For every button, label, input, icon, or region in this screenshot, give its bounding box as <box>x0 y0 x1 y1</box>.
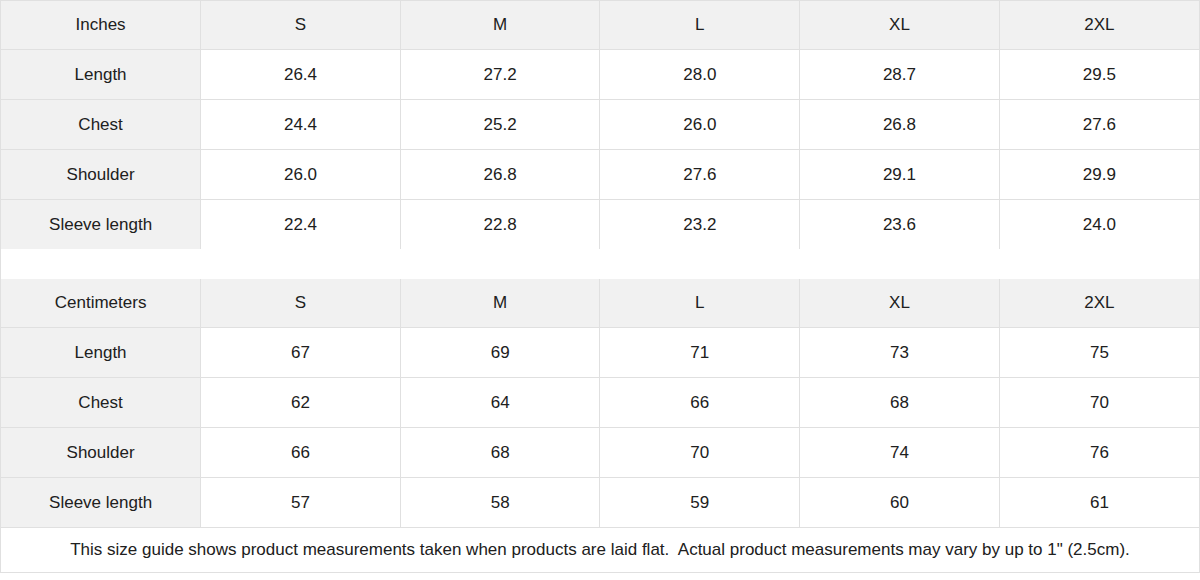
measurement-value-cell: 57 <box>201 478 401 528</box>
size-column-header: 2XL <box>999 1 1199 50</box>
measurement-value-cell: 24.4 <box>201 100 401 150</box>
measurement-value-cell: 29.9 <box>999 150 1199 200</box>
measurement-value-cell: 26.0 <box>201 150 401 200</box>
measurement-value-cell: 29.5 <box>999 50 1199 100</box>
measurement-label-cell: Chest <box>1 100 201 150</box>
measurement-label-cell: Length <box>1 50 201 100</box>
measurement-value-cell: 26.8 <box>400 150 600 200</box>
size-column-header: L <box>600 1 800 50</box>
inches-size-table: InchesSMLXL2XLLength26.427.228.028.729.5… <box>1 1 1199 249</box>
measurement-row: Shoulder26.026.827.629.129.9 <box>1 150 1199 200</box>
measurement-value-cell: 64 <box>400 378 600 428</box>
measurement-value-cell: 26.8 <box>800 100 1000 150</box>
size-guide-footnote: This size guide shows product measuremen… <box>1 527 1199 572</box>
measurement-value-cell: 66 <box>600 378 800 428</box>
measurement-row: Length6769717375 <box>1 328 1199 378</box>
measurement-value-cell: 74 <box>800 428 1000 478</box>
measurement-row: Sleeve length5758596061 <box>1 478 1199 528</box>
measurement-value-cell: 75 <box>999 328 1199 378</box>
measurement-value-cell: 22.4 <box>201 200 401 250</box>
centimeters-size-table: CentimetersSMLXL2XLLength6769717375Chest… <box>1 279 1199 527</box>
size-column-header: XL <box>800 1 1000 50</box>
unit-label-cell: Inches <box>1 1 201 50</box>
measurement-value-cell: 23.6 <box>800 200 1000 250</box>
measurement-value-cell: 27.6 <box>999 100 1199 150</box>
measurement-value-cell: 62 <box>201 378 401 428</box>
measurement-value-cell: 59 <box>600 478 800 528</box>
size-column-header: 2XL <box>999 279 1199 328</box>
size-column-header: S <box>201 1 401 50</box>
measurement-value-cell: 22.8 <box>400 200 600 250</box>
measurement-value-cell: 71 <box>600 328 800 378</box>
measurement-row: Sleeve length22.422.823.223.624.0 <box>1 200 1199 250</box>
measurement-value-cell: 73 <box>800 328 1000 378</box>
measurement-value-cell: 26.0 <box>600 100 800 150</box>
measurement-value-cell: 68 <box>400 428 600 478</box>
measurement-value-cell: 58 <box>400 478 600 528</box>
measurement-value-cell: 70 <box>999 378 1199 428</box>
size-guide: InchesSMLXL2XLLength26.427.228.028.729.5… <box>0 0 1200 573</box>
size-table-header-row: CentimetersSMLXL2XL <box>1 279 1199 328</box>
measurement-value-cell: 67 <box>201 328 401 378</box>
measurement-label-cell: Length <box>1 328 201 378</box>
measurement-label-cell: Sleeve length <box>1 478 201 528</box>
size-column-header: M <box>400 279 600 328</box>
measurement-value-cell: 69 <box>400 328 600 378</box>
measurement-value-cell: 66 <box>201 428 401 478</box>
measurement-label-cell: Sleeve length <box>1 200 201 250</box>
measurement-value-cell: 61 <box>999 478 1199 528</box>
measurement-row: Chest24.425.226.026.827.6 <box>1 100 1199 150</box>
measurement-value-cell: 70 <box>600 428 800 478</box>
measurement-row: Length26.427.228.028.729.5 <box>1 50 1199 100</box>
measurement-value-cell: 26.4 <box>201 50 401 100</box>
measurement-label-cell: Chest <box>1 378 201 428</box>
measurement-value-cell: 28.0 <box>600 50 800 100</box>
measurement-value-cell: 27.6 <box>600 150 800 200</box>
size-table-header-row: InchesSMLXL2XL <box>1 1 1199 50</box>
measurement-label-cell: Shoulder <box>1 428 201 478</box>
measurement-value-cell: 23.2 <box>600 200 800 250</box>
measurement-value-cell: 25.2 <box>400 100 600 150</box>
measurement-label-cell: Shoulder <box>1 150 201 200</box>
measurement-row: Chest6264666870 <box>1 378 1199 428</box>
measurement-value-cell: 27.2 <box>400 50 600 100</box>
measurement-value-cell: 68 <box>800 378 1000 428</box>
size-column-header: S <box>201 279 401 328</box>
measurement-value-cell: 60 <box>800 478 1000 528</box>
measurement-value-cell: 29.1 <box>800 150 1000 200</box>
measurement-row: Shoulder6668707476 <box>1 428 1199 478</box>
size-column-header: XL <box>800 279 1000 328</box>
unit-label-cell: Centimeters <box>1 279 201 328</box>
size-column-header: L <box>600 279 800 328</box>
size-column-header: M <box>400 1 600 50</box>
measurement-value-cell: 24.0 <box>999 200 1199 250</box>
measurement-value-cell: 76 <box>999 428 1199 478</box>
measurement-value-cell: 28.7 <box>800 50 1000 100</box>
table-gap <box>1 249 1199 279</box>
